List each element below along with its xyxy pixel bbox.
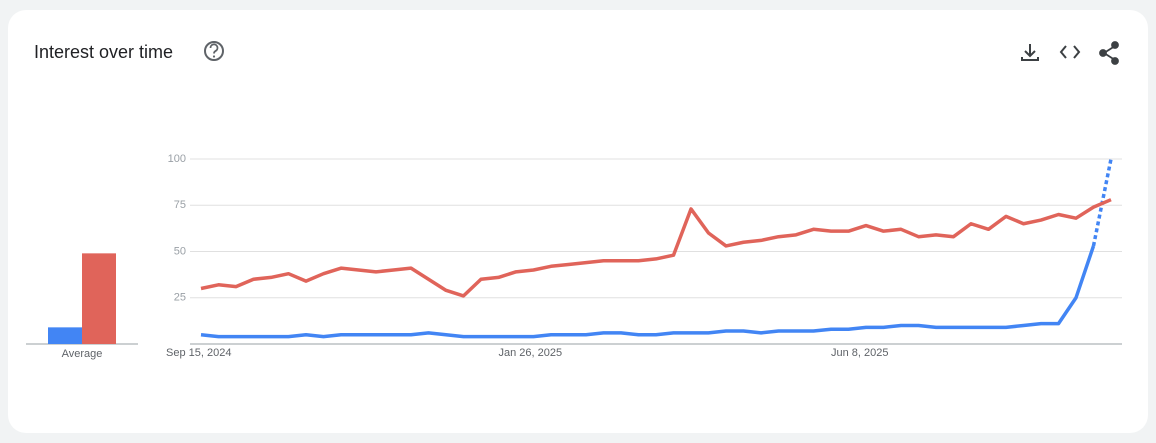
share-icon[interactable] bbox=[1099, 41, 1119, 65]
y-tick-label: 50 bbox=[174, 245, 186, 257]
x-tick-label: Jun 8, 2025 bbox=[831, 347, 889, 359]
y-tick-label: 100 bbox=[168, 153, 186, 165]
x-tick-label: Sep 15, 2024 bbox=[166, 347, 231, 359]
y-tick-label: 25 bbox=[174, 292, 186, 304]
average-bar bbox=[82, 253, 116, 344]
average-label: Average bbox=[62, 348, 103, 360]
widget-title: Interest over time bbox=[34, 42, 173, 62]
series-line bbox=[200, 245, 1096, 339]
x-tick-label: Jan 26, 2025 bbox=[499, 347, 563, 359]
series-line bbox=[200, 198, 1112, 298]
help-icon[interactable] bbox=[204, 41, 224, 61]
card bbox=[8, 10, 1148, 433]
embed-icon[interactable] bbox=[1059, 45, 1081, 59]
average-bar bbox=[48, 327, 82, 344]
y-tick-label: 75 bbox=[174, 199, 186, 211]
download-icon[interactable] bbox=[1021, 44, 1039, 61]
